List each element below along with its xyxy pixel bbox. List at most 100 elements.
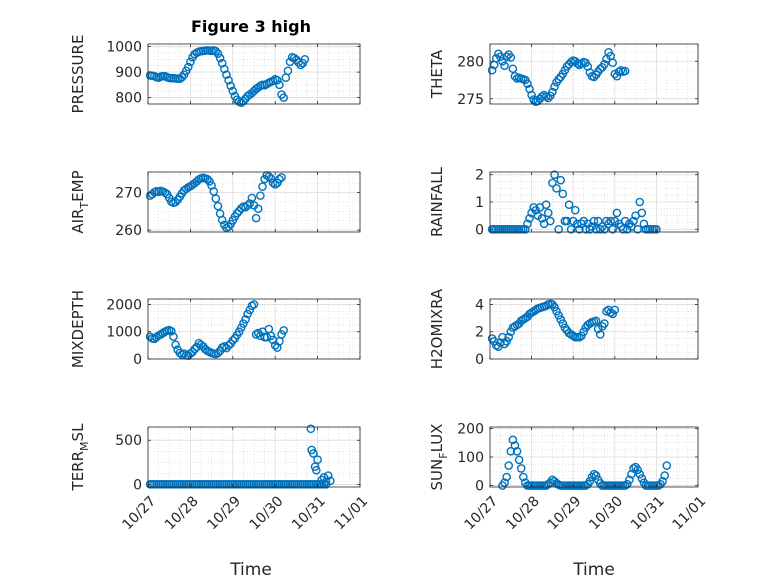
data-point [496,338,505,347]
data-point [639,219,649,229]
data-point [550,82,559,92]
data-point [595,330,605,339]
y-tick-label: 1000 [106,40,142,56]
panel-h2omixra: 0 2 4 H2OMIXRA [428,288,699,369]
data-point [548,87,557,97]
panel-rainfall: 0 1 2 RAINFALL [428,166,699,238]
y-tick-label: 0 [133,352,142,368]
data-point [554,74,563,84]
y-tick-label: 500 [115,433,142,449]
axes-box [147,426,361,488]
data-point [213,49,223,59]
data-point [496,52,505,62]
data-point [224,341,233,350]
axes-box [489,298,699,360]
series-pressure [145,46,310,108]
data-point [606,216,615,226]
y-axis-label: SUNFLUX [428,424,450,491]
data-point [633,465,642,475]
y-axis-label: RAINFALL [428,166,446,237]
data-point [548,178,557,188]
data-point [637,208,647,218]
data-point [570,205,580,215]
data-point [326,476,335,486]
data-point [181,184,191,194]
data-point [232,208,242,218]
data-point [550,302,559,312]
axes-box [147,43,361,105]
data-point [652,224,661,234]
series-mixdepth [145,300,288,361]
data-point [637,474,647,483]
data-point [258,182,267,191]
data-point [306,424,316,434]
data-point [593,216,603,226]
data-point [589,469,599,479]
data-point [177,72,187,82]
data-point [234,206,244,216]
y-tick-label: 260 [115,223,142,239]
y-tick-label: 200 [457,421,484,437]
figure-title: Figure 3 high [191,17,311,36]
data-point [523,79,532,89]
series-rainfall [487,170,661,234]
data-point [575,224,584,234]
data-point [296,60,305,70]
panel-mixdepth: 0 1000 2000 MIXDEPTH [69,290,361,368]
data-point [541,200,551,210]
data-point [577,331,586,341]
data-point [226,81,235,91]
data-point [215,53,225,63]
data-point [183,62,193,72]
data-point [591,471,601,480]
data-point [152,332,161,342]
data-point [622,479,632,489]
y-tick-label: 2 [475,325,484,341]
y-tick-label: 1 [475,195,484,211]
data-point [521,224,530,234]
data-point [249,300,259,309]
data-point [600,319,609,328]
panel-air_temp: 260 270 AIRTEMP [69,170,361,239]
x-tick-label: 10/30 [247,493,287,533]
panel-sun_flux: 0 100 200 SUNFLUX 10/27 10/28 10/29 10/30 10/31 1… [428,421,709,533]
data-point [169,332,178,341]
data-point [506,53,516,62]
axes-box [147,171,361,233]
data-point [627,469,636,479]
data-point [558,189,568,199]
data-point [487,65,497,75]
data-point [160,188,170,197]
series-h2omixra [487,299,620,352]
x-tick-label: 10/31 [289,493,329,533]
data-point [228,86,238,96]
data-point [610,69,620,79]
data-point [275,80,284,90]
data-point [220,64,229,74]
data-point [323,471,333,480]
data-point [552,306,561,316]
data-point [312,465,321,475]
series-sun_flux [498,435,672,490]
data-point [633,224,642,234]
data-point [211,194,221,203]
data-point [313,455,322,464]
y-tick-label: 1000 [106,325,142,341]
panel-pressure: 800 900 1000 PRESSURE [69,35,361,113]
data-point [541,301,551,311]
series-air_temp [145,171,286,233]
data-point [579,327,588,337]
data-point [523,219,532,229]
data-point [196,340,206,350]
data-point [203,174,212,184]
data-point [585,476,595,486]
data-point [525,214,534,223]
y-tick-label: 800 [115,91,142,107]
x-tick-label: 10/28 [503,493,543,533]
series-terr_msl [145,424,335,489]
data-point [625,475,634,485]
x-tick-label: 10/27 [461,493,501,533]
data-point [502,336,511,346]
data-point [556,175,566,185]
data-point [300,55,310,64]
